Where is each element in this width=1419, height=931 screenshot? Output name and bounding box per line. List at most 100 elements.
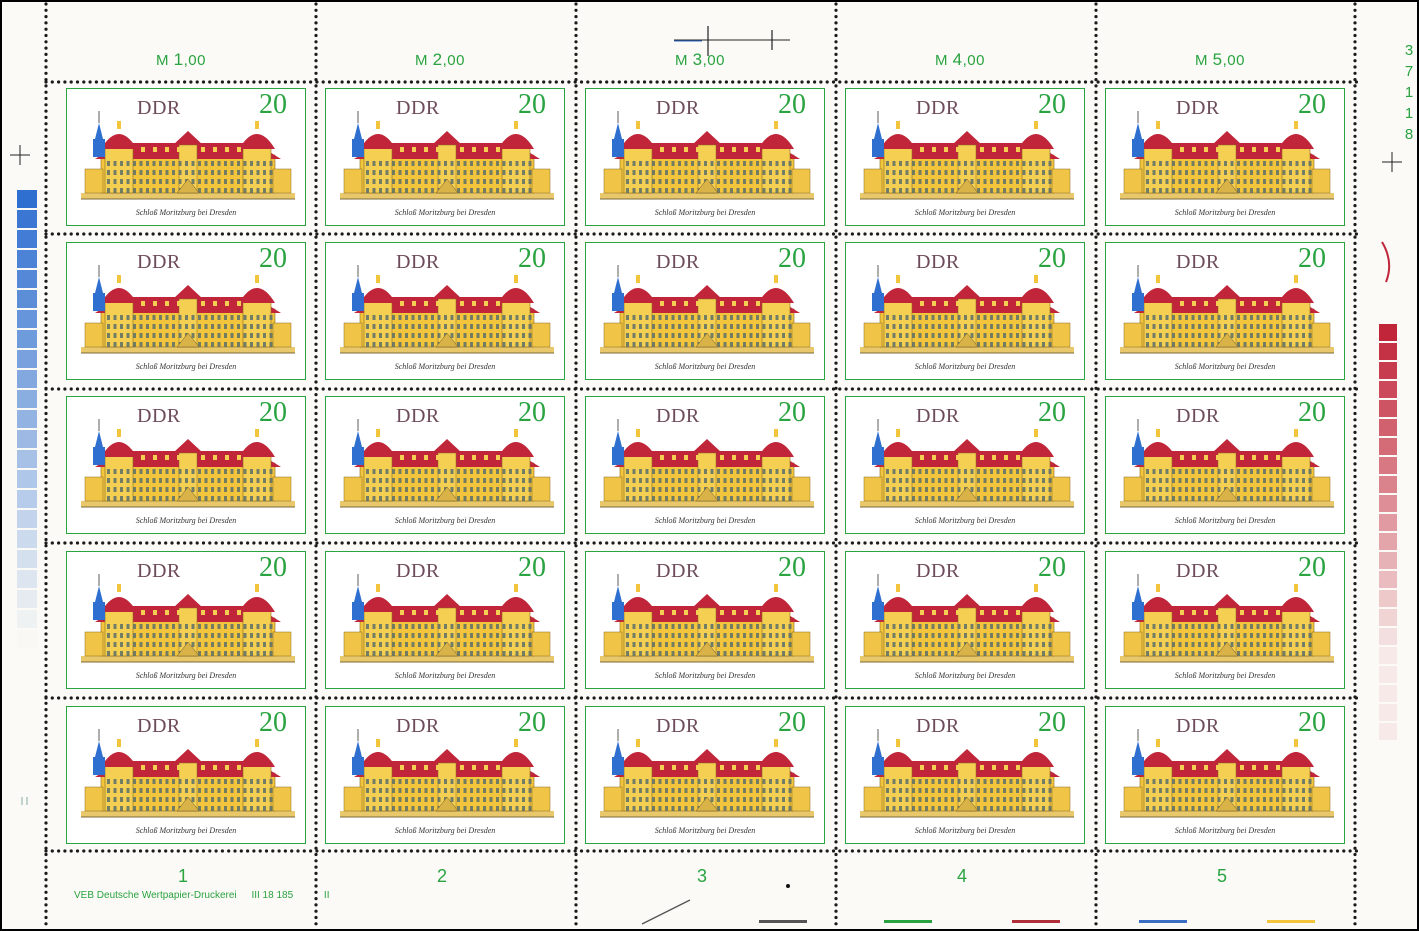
- stamp-r2-c2: DDR 20 Schloß Moritzburg bei Dresden: [325, 242, 565, 380]
- stamp-denomination: 20: [518, 243, 546, 274]
- stamp-caption: Schloß Moritzburg bei Dresden: [394, 826, 496, 835]
- stamp-r5-c4: DDR 20 Schloß Moritzburg bei Dresden: [845, 706, 1085, 844]
- stamp-country: DDR: [1176, 97, 1220, 119]
- sheet-number-digit: 7: [1404, 63, 1414, 80]
- castle-illustration: [1120, 574, 1334, 663]
- castle-illustration: [860, 419, 1074, 508]
- printer-imprint: VEB Deutsche Wertpapier-Druckerei III 18…: [74, 890, 329, 901]
- stamp-caption: Schloß Moritzburg bei Dresden: [654, 826, 756, 835]
- castle-illustration: [600, 265, 814, 354]
- stamp-country: DDR: [916, 715, 960, 737]
- stamp-denomination: 20: [778, 707, 806, 738]
- stamp-r1-c4: DDR 20 Schloß Moritzburg bei Dresden: [845, 88, 1085, 226]
- value-amount: 5: [1212, 50, 1223, 69]
- stamp-caption: Schloß Moritzburg bei Dresden: [1174, 362, 1276, 371]
- stamp-country: DDR: [656, 715, 700, 737]
- value-amount: 1: [173, 50, 184, 69]
- stamp-caption: Schloß Moritzburg bei Dresden: [654, 208, 756, 217]
- stamp-country: DDR: [656, 560, 700, 582]
- stamp-country: DDR: [656, 405, 700, 427]
- stamp-caption: Schloß Moritzburg bei Dresden: [914, 208, 1016, 217]
- castle-illustration: [340, 574, 554, 663]
- stamp-caption: Schloß Moritzburg bei Dresden: [654, 362, 756, 371]
- castle-illustration: [1120, 729, 1334, 818]
- stamp-caption: Schloß Moritzburg bei Dresden: [394, 516, 496, 525]
- castle-illustration: [1120, 265, 1334, 354]
- stamp-country: DDR: [396, 560, 440, 582]
- stamp-country: DDR: [1176, 715, 1220, 737]
- stamp-r5-c5: DDR 20 Schloß Moritzburg bei Dresden: [1105, 706, 1345, 844]
- castle-illustration: [860, 111, 1074, 200]
- castle-illustration: [340, 419, 554, 508]
- stamp-denomination: 20: [1298, 707, 1326, 738]
- sheet-number-digit: 3: [1404, 42, 1414, 59]
- stamp-denomination: 20: [1298, 89, 1326, 120]
- stamp-denomination: 20: [518, 89, 546, 120]
- castle-illustration: [600, 729, 814, 818]
- stamp-country: DDR: [137, 405, 181, 427]
- stamp-r3-c1: DDR 20 Schloß Moritzburg bei Dresden: [66, 396, 306, 534]
- stamp-caption: Schloß Moritzburg bei Dresden: [135, 362, 237, 371]
- castle-illustration: [81, 111, 295, 200]
- castle-illustration: [600, 419, 814, 508]
- stamp-country: DDR: [396, 97, 440, 119]
- value-decimals: ,00: [183, 52, 206, 69]
- stamp-caption: Schloß Moritzburg bei Dresden: [394, 208, 496, 217]
- stamp-r2-c5: DDR 20 Schloß Moritzburg bei Dresden: [1105, 242, 1345, 380]
- stamp-r2-c4: DDR 20 Schloß Moritzburg bei Dresden: [845, 242, 1085, 380]
- stamp-denomination: 20: [778, 552, 806, 583]
- stamp-r1-c3: DDR 20 Schloß Moritzburg bei Dresden: [585, 88, 825, 226]
- stamp-r4-c3: DDR 20 Schloß Moritzburg bei Dresden: [585, 551, 825, 689]
- castle-illustration: [1120, 111, 1334, 200]
- stamp-r4-c2: DDR 20 Schloß Moritzburg bei Dresden: [325, 551, 565, 689]
- value-decimals: ,00: [442, 52, 465, 69]
- castle-illustration: [860, 265, 1074, 354]
- value-decimals: ,00: [702, 52, 725, 69]
- value-prefix: M: [675, 52, 688, 69]
- stamp-denomination: 20: [259, 243, 287, 274]
- stamp-r3-c3: DDR 20 Schloß Moritzburg bei Dresden: [585, 396, 825, 534]
- stamp-denomination: 20: [1298, 397, 1326, 428]
- value-label-2: M 2,00: [380, 50, 500, 70]
- stamp-caption: Schloß Moritzburg bei Dresden: [135, 826, 237, 835]
- stamp-r5-c1: DDR 20 Schloß Moritzburg bei Dresden: [66, 706, 306, 844]
- stamp-denomination: 20: [259, 707, 287, 738]
- stamp-denomination: 20: [1038, 397, 1066, 428]
- value-decimals: ,00: [962, 52, 985, 69]
- column-number-5: 5: [1216, 866, 1227, 886]
- stamp-r1-c5: DDR 20 Schloß Moritzburg bei Dresden: [1105, 88, 1345, 226]
- stamp-r5-c2: DDR 20 Schloß Moritzburg bei Dresden: [325, 706, 565, 844]
- column-number-3: 3: [696, 866, 707, 886]
- sheet-number-digit: 1: [1404, 105, 1414, 122]
- stamp-caption: Schloß Moritzburg bei Dresden: [914, 671, 1016, 680]
- stamp-r1-c2: DDR 20 Schloß Moritzburg bei Dresden: [325, 88, 565, 226]
- stamp-r1-c1: DDR 20 Schloß Moritzburg bei Dresden: [66, 88, 306, 226]
- stamp-caption: Schloß Moritzburg bei Dresden: [135, 208, 237, 217]
- stamp-country: DDR: [137, 251, 181, 273]
- stamp-denomination: 20: [518, 552, 546, 583]
- stamp-denomination: 20: [1298, 552, 1326, 583]
- stamp-denomination: 20: [259, 89, 287, 120]
- stamp-caption: Schloß Moritzburg bei Dresden: [394, 671, 496, 680]
- stamp-denomination: 20: [778, 397, 806, 428]
- stamp-country: DDR: [1176, 560, 1220, 582]
- value-prefix: M: [1195, 52, 1208, 69]
- stamp-country: DDR: [916, 560, 960, 582]
- castle-illustration: [340, 111, 554, 200]
- stamp-r5-c3: DDR 20 Schloß Moritzburg bei Dresden: [585, 706, 825, 844]
- castle-illustration: [81, 574, 295, 663]
- value-prefix: M: [415, 52, 428, 69]
- castle-illustration: [81, 729, 295, 818]
- value-label-3: M 3,00: [640, 50, 760, 70]
- stamp-caption: Schloß Moritzburg bei Dresden: [654, 671, 756, 680]
- value-amount: 3: [692, 50, 703, 69]
- stamp-r2-c1: DDR 20 Schloß Moritzburg bei Dresden: [66, 242, 306, 380]
- castle-illustration: [860, 729, 1074, 818]
- stamp-country: DDR: [1176, 251, 1220, 273]
- stamp-country: DDR: [396, 405, 440, 427]
- stamp-caption: Schloß Moritzburg bei Dresden: [1174, 826, 1276, 835]
- stamp-country: DDR: [396, 251, 440, 273]
- stamp-caption: Schloß Moritzburg bei Dresden: [135, 516, 237, 525]
